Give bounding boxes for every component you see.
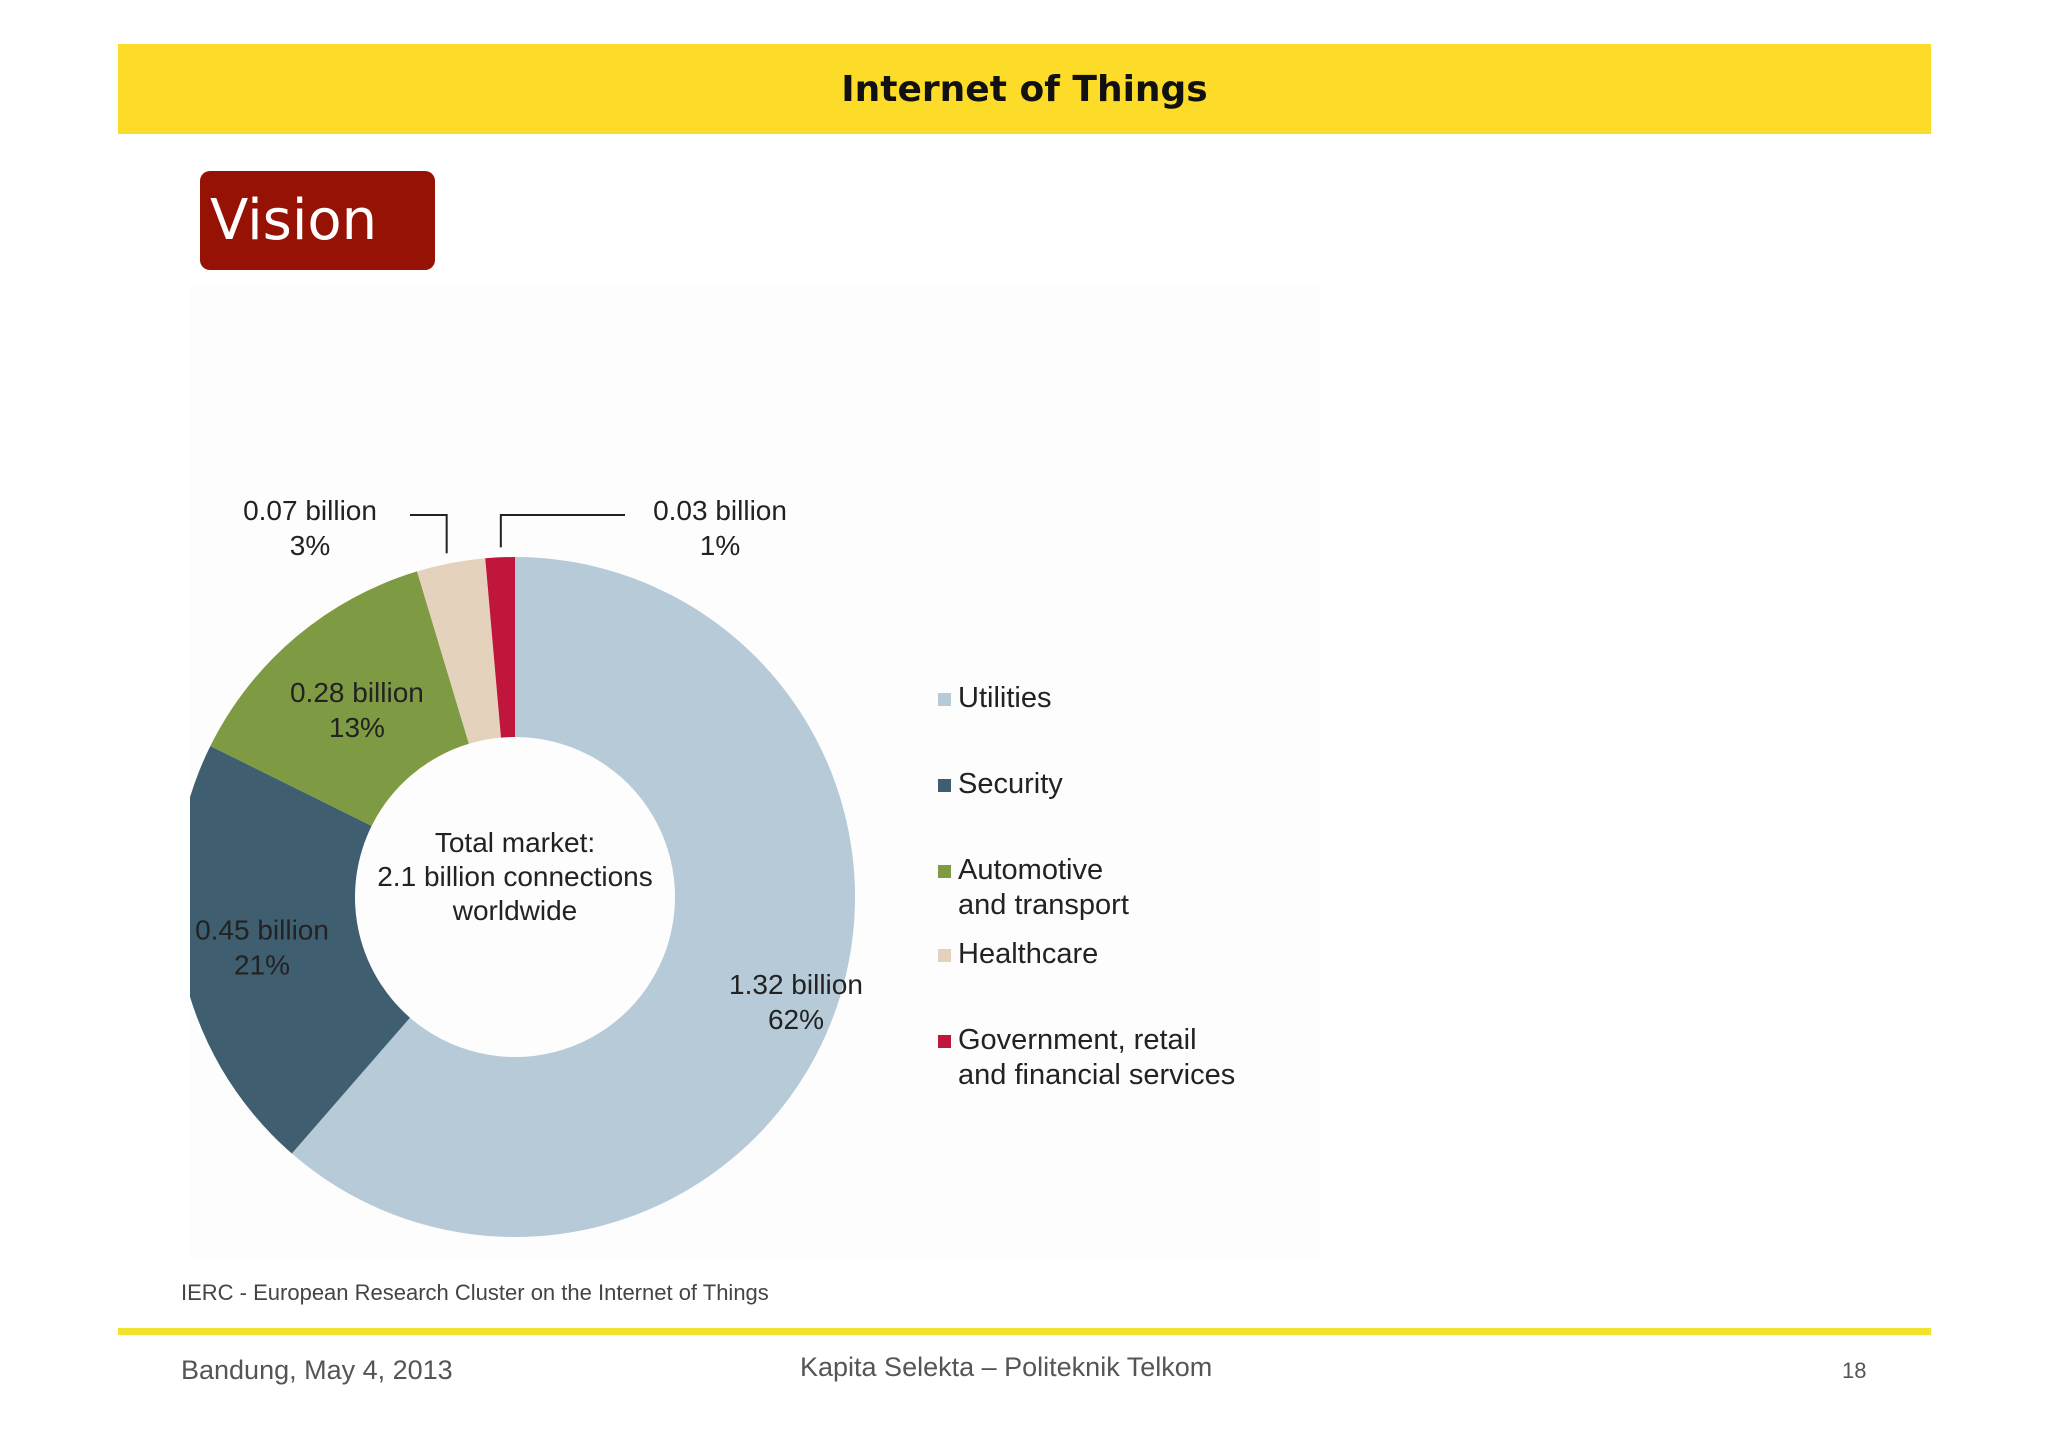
slice-utilities	[291, 557, 856, 1237]
data-label-government-retail-and-financial-services: 0.03 billion 1%	[653, 495, 787, 561]
footer-title: Kapita Selekta – Politeknik Telkom	[800, 1352, 1213, 1382]
data-label-security: 0.45 billion 21%	[195, 915, 329, 981]
legend-label-government-retail-and-financial-services: Government, retail and financial services	[958, 1024, 1235, 1091]
data-label-automotive-and-transport: 0.28 billion 13%	[290, 677, 424, 743]
chart-area: 1.32 billion 62% 0.45 billion 21% 0.28 billi…	[190, 285, 1320, 1260]
legend-label-automotive-and-transport: Automotive and transport	[958, 854, 1129, 921]
legend-swatch-utilities	[938, 693, 951, 706]
slide-title: Internet of Things	[841, 68, 1208, 110]
data-label-utilities: 1.32 billion 62%	[729, 969, 863, 1035]
legend-swatch-government-retail-and-financial-services	[938, 1035, 951, 1048]
legend-swatch-security	[938, 779, 951, 792]
legend-label-utilities: Utilities	[958, 682, 1051, 714]
section-label: Vision	[200, 171, 435, 270]
legend-label-healthcare: Healthcare	[958, 938, 1098, 970]
center-label: Total market: 2.1 billion connections worl…	[377, 827, 653, 926]
legend-swatch-healthcare	[938, 949, 951, 962]
data-label-healthcare: 0.07 billion 3%	[243, 495, 377, 561]
slice-healthcare	[417, 558, 501, 744]
slice-government-retail-and-financial-services	[485, 557, 515, 738]
footer-divider	[118, 1328, 1931, 1335]
footer-date: Bandung, May 4, 2013	[181, 1355, 453, 1385]
source-caption: IERC - European Research Cluster on the …	[181, 1280, 769, 1305]
legend-swatch-automotive-and-transport	[938, 865, 951, 878]
leader-line-healthcare	[410, 514, 448, 554]
slice-security	[190, 745, 410, 1154]
leader-line-government-retail-and-financial-services	[499, 514, 625, 548]
page-number: 18	[1842, 1358, 1867, 1383]
donut-chart: 1.32 billion 62% 0.45 billion 21% 0.28 billi…	[190, 495, 1235, 1237]
title-bar: Internet of Things	[118, 44, 1931, 134]
slice-automotive-and-transport	[210, 571, 469, 826]
legend-label-security: Security	[958, 768, 1063, 800]
